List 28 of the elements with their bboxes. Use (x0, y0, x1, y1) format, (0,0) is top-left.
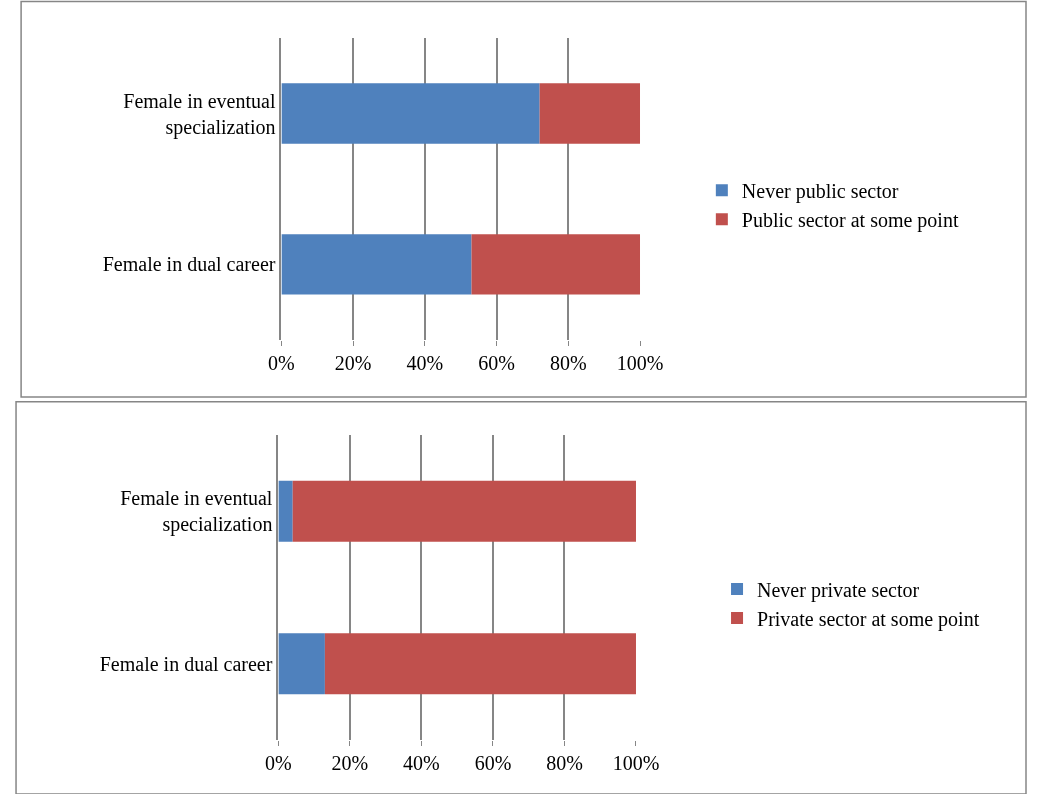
y-tick-label: Female in eventual specialization (123, 89, 276, 139)
x-tick-label: 40% (406, 351, 444, 374)
y-tick-label: Female in eventual specialization (120, 487, 273, 537)
bar (292, 480, 636, 542)
legend-label: Never private sector (757, 578, 920, 602)
x-tick-label: 60% (474, 752, 512, 775)
x-tick-label: 60% (478, 351, 515, 374)
x-tick-label: 0% (265, 752, 292, 775)
bar (324, 633, 636, 695)
bar (278, 480, 293, 542)
bar (539, 83, 641, 144)
x-tick-label: 20% (331, 752, 369, 775)
legend-label: Public sector at some point (741, 209, 959, 233)
bar (278, 633, 325, 695)
bar (281, 234, 472, 295)
legend-label: Private sector at some point (757, 607, 980, 631)
x-tick-label: 80% (546, 752, 583, 775)
x-tick-label: 0% (268, 351, 295, 374)
bar (281, 83, 540, 144)
y-tick-label: Female in dual career (99, 652, 273, 675)
x-tick-label: 100% (616, 351, 664, 374)
x-tick-label: 80% (549, 351, 587, 374)
bar (471, 234, 641, 295)
x-tick-label: 100% (612, 752, 660, 775)
y-tick-label: Female in dual career (102, 253, 276, 276)
x-tick-label: 20% (334, 351, 372, 374)
legend-label: Never public sector (741, 180, 899, 204)
x-tick-label: 40% (403, 752, 440, 775)
